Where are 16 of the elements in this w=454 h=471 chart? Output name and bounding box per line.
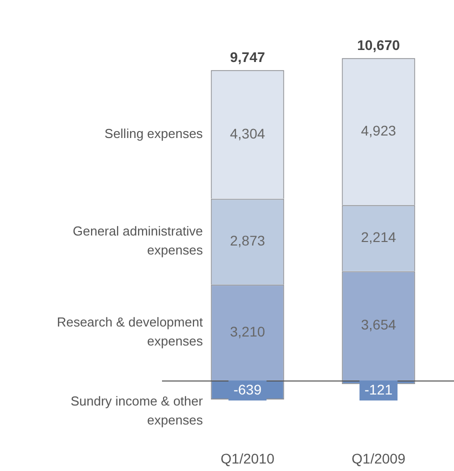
total-label: 10,670 — [357, 36, 400, 53]
data-label: 4,923 — [360, 122, 396, 138]
data-label: 3,654 — [360, 316, 396, 333]
data-label: 3,210 — [230, 323, 266, 340]
data-label: 2,214 — [360, 229, 396, 246]
series-label: Research & development expenses — [56, 314, 204, 349]
total-label: 9,747 — [230, 49, 266, 66]
series-label: Selling expenses — [104, 126, 204, 142]
data-label: 2,873 — [230, 232, 266, 249]
data-label: -639 — [233, 381, 262, 398]
series-label: General administrative expenses — [72, 224, 204, 258]
x-tick-label: Q1/2009 — [352, 450, 406, 466]
data-label: 4,304 — [230, 125, 266, 142]
data-label: -121 — [364, 381, 393, 398]
series-label: Sundry income & other expenses — [70, 394, 204, 428]
x-tick-label: Q1/2010 — [220, 450, 275, 466]
